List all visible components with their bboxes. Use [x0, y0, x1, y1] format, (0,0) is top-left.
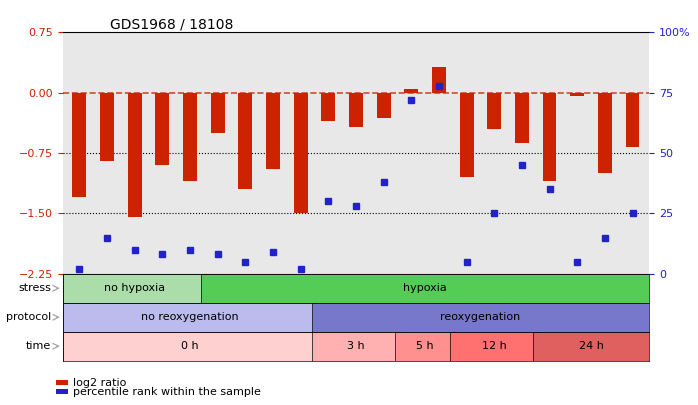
Bar	[312, 303, 649, 332]
Text: 0 h: 0 h	[181, 341, 199, 351]
Bar	[211, 93, 225, 133]
Text: 24 h: 24 h	[579, 341, 604, 351]
Bar	[542, 93, 556, 181]
Bar	[201, 274, 649, 303]
Bar	[625, 93, 639, 147]
Bar	[377, 93, 391, 119]
Bar	[183, 93, 197, 181]
Text: log2 ratio: log2 ratio	[73, 378, 126, 388]
Bar	[312, 332, 400, 361]
Bar	[432, 67, 446, 93]
Bar	[156, 93, 170, 165]
Text: percentile rank within the sample: percentile rank within the sample	[73, 387, 261, 396]
Bar	[404, 89, 418, 93]
Bar	[73, 93, 87, 197]
Text: hypoxia: hypoxia	[403, 283, 447, 293]
Bar	[460, 93, 473, 177]
Bar	[266, 93, 280, 169]
Bar	[63, 274, 207, 303]
Text: 5 h: 5 h	[416, 341, 434, 351]
Bar	[394, 332, 456, 361]
Text: GDS1968 / 18108: GDS1968 / 18108	[110, 17, 233, 31]
Bar	[487, 93, 501, 129]
Text: 3 h: 3 h	[347, 341, 365, 351]
Text: no reoxygenation: no reoxygenation	[141, 312, 239, 322]
Bar	[349, 93, 363, 126]
Text: stress: stress	[18, 283, 51, 293]
Bar	[239, 93, 252, 189]
Bar	[294, 93, 308, 213]
Bar	[598, 93, 612, 173]
Bar	[63, 303, 318, 332]
Text: reoxygenation: reoxygenation	[440, 312, 521, 322]
Text: protocol: protocol	[6, 312, 51, 322]
Text: 12 h: 12 h	[482, 341, 507, 351]
Bar	[533, 332, 649, 361]
Bar	[100, 93, 114, 161]
Bar	[515, 93, 529, 143]
Bar	[321, 93, 335, 121]
Bar	[128, 93, 142, 217]
Bar	[570, 93, 584, 96]
Text: no hypoxia: no hypoxia	[104, 283, 165, 293]
Text: time: time	[26, 341, 51, 351]
Bar	[63, 332, 318, 361]
Bar	[450, 332, 539, 361]
